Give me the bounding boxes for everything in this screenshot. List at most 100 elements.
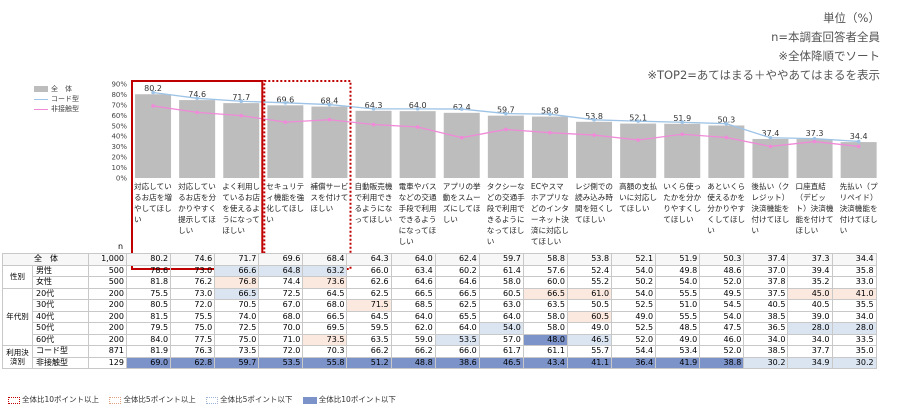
row-n: 200 bbox=[88, 299, 127, 312]
table-cell: 38.8 bbox=[699, 356, 745, 369]
bar-value-label: 80.2 bbox=[144, 84, 162, 93]
bar-value-label: 64.3 bbox=[365, 101, 383, 110]
table-row: 30代 200 80.5 72.0 70.5 67.0 68.0 71.5 68.5 62.5 63… bbox=[3, 299, 877, 312]
table-cell: 49.0 bbox=[655, 333, 701, 346]
bar bbox=[576, 121, 613, 178]
table-cell: 48.8 bbox=[390, 356, 436, 369]
category-label: アプリの挙動をスムーズにしてほしい bbox=[443, 182, 481, 224]
legend-noncontact: 非接触型 bbox=[34, 104, 79, 114]
bar-value-label: 74.6 bbox=[188, 90, 206, 99]
table-cell: 64.0 bbox=[478, 310, 524, 323]
table-cell: 28.0 bbox=[787, 322, 833, 335]
table-cell: 79.5 bbox=[125, 322, 172, 335]
table-cell: 66.2 bbox=[346, 345, 392, 358]
table-cell: 35.0 bbox=[831, 345, 877, 358]
table-cell: 48.5 bbox=[655, 322, 701, 335]
table-cell: 64.0 bbox=[390, 310, 436, 323]
table-cell: 35.5 bbox=[831, 299, 877, 312]
table-cell: 60.2 bbox=[434, 264, 480, 277]
y-tick-label: 0% bbox=[116, 175, 127, 183]
table-row: 全 体 1,000 80.2 74.6 71.7 69.6 68.4 64.3 64.0 62.4… bbox=[2, 253, 877, 266]
bar bbox=[399, 111, 436, 178]
table-cell: 58.0 bbox=[522, 322, 568, 335]
bar-value-label: 71.7 bbox=[232, 93, 250, 102]
table-cell: 66.5 bbox=[522, 287, 568, 300]
table-cell: 70.3 bbox=[302, 345, 348, 358]
bar-value-label: 69.6 bbox=[276, 95, 294, 104]
bar bbox=[620, 123, 657, 178]
table-cell: 64.3 bbox=[346, 253, 392, 266]
table-cell: 71.0 bbox=[258, 333, 304, 346]
table-cell: 37.4 bbox=[743, 253, 789, 266]
table-cell: 81.9 bbox=[125, 345, 172, 358]
table-cell: 50.5 bbox=[566, 299, 613, 312]
table-cell: 69.0 bbox=[125, 356, 172, 369]
y-tick-label: 20% bbox=[111, 154, 127, 162]
table-cell: 38.6 bbox=[434, 356, 480, 369]
table-cell: 60.5 bbox=[566, 310, 613, 323]
table-cell: 51.0 bbox=[655, 299, 701, 312]
table-cell: 52.1 bbox=[611, 253, 657, 266]
table-cell: 76.8 bbox=[214, 276, 260, 289]
y-tick-label: 70% bbox=[111, 101, 127, 109]
table-cell: 63.5 bbox=[346, 333, 392, 346]
table-cell: 73.6 bbox=[302, 276, 348, 289]
table-cell: 59.7 bbox=[478, 253, 524, 266]
table-cell: 40.5 bbox=[743, 299, 789, 312]
table-cell: 35.2 bbox=[787, 276, 833, 289]
table-cell: 72.0 bbox=[170, 299, 216, 312]
n-note: n=本調査回答者全員 bbox=[771, 30, 880, 44]
table-cell: 64.6 bbox=[434, 276, 480, 289]
table-cell: 54.0 bbox=[699, 310, 745, 323]
row-n: 1,000 bbox=[88, 253, 127, 266]
table-cell: 64.5 bbox=[302, 287, 348, 300]
bar bbox=[664, 123, 701, 178]
table-cell: 84.0 bbox=[125, 333, 172, 346]
code-series-point bbox=[327, 102, 332, 107]
table-cell: 64.5 bbox=[346, 310, 392, 323]
table-cell: 55.5 bbox=[655, 310, 701, 323]
noncontact-series-point bbox=[504, 127, 508, 132]
row-label: 女性 bbox=[32, 276, 89, 289]
table-row: 年代別 20代 200 75.5 73.0 66.5 72.5 64.5 62.5 66.5 66.… bbox=[2, 287, 877, 346]
y-tick-label: 10% bbox=[111, 164, 127, 172]
row-label: 60代 bbox=[32, 333, 89, 346]
noncontact-series-point bbox=[371, 122, 376, 127]
table-cell: 62.5 bbox=[434, 299, 480, 312]
table-cell: 75.0 bbox=[170, 322, 216, 335]
data-table: 全 体 1,000 80.2 74.6 71.7 69.6 68.4 64.3 64.0 62.4… bbox=[2, 253, 877, 369]
table-cell: 70.0 bbox=[258, 322, 304, 335]
bar bbox=[531, 116, 568, 178]
table-cell: 59.5 bbox=[346, 322, 392, 335]
table-cell: 74.6 bbox=[170, 253, 216, 266]
code-series-point bbox=[195, 96, 199, 101]
n-label: n bbox=[118, 242, 124, 251]
sort-note: ※全体降順でソート bbox=[778, 49, 880, 63]
table-cell: 77.5 bbox=[170, 333, 216, 346]
table-cell: 36.5 bbox=[743, 322, 789, 335]
category-label: レジ側での読み込み時間を短くしてほしい bbox=[575, 182, 613, 224]
table-cell: 49.8 bbox=[655, 264, 701, 277]
table-cell: 64.6 bbox=[390, 276, 436, 289]
table-cell: 28.0 bbox=[831, 322, 877, 335]
table-cell: 34.9 bbox=[787, 356, 833, 369]
table-cell: 60.0 bbox=[522, 276, 568, 289]
table-cell: 51.9 bbox=[655, 253, 701, 266]
code-series-point bbox=[415, 107, 420, 111]
table-cell: 58.8 bbox=[522, 253, 568, 266]
code-series-point bbox=[768, 135, 773, 140]
bar-value-label: 50.3 bbox=[717, 115, 735, 124]
table-cell: 66.0 bbox=[346, 264, 392, 277]
table-cell: 59.0 bbox=[390, 333, 436, 346]
y-tick-label: 50% bbox=[111, 122, 127, 130]
table-cell: 73.0 bbox=[170, 287, 216, 300]
row-n: 200 bbox=[88, 287, 127, 300]
table-cell: 53.8 bbox=[566, 253, 613, 266]
table-cell: 69.5 bbox=[302, 322, 348, 335]
table-cell: 52.0 bbox=[699, 345, 745, 358]
noncontact-series-point bbox=[724, 135, 729, 140]
table-cell: 58.0 bbox=[478, 276, 524, 289]
table-cell: 63.0 bbox=[478, 299, 524, 312]
noncontact-series-point bbox=[812, 139, 817, 144]
table-cell: 68.4 bbox=[302, 253, 348, 266]
